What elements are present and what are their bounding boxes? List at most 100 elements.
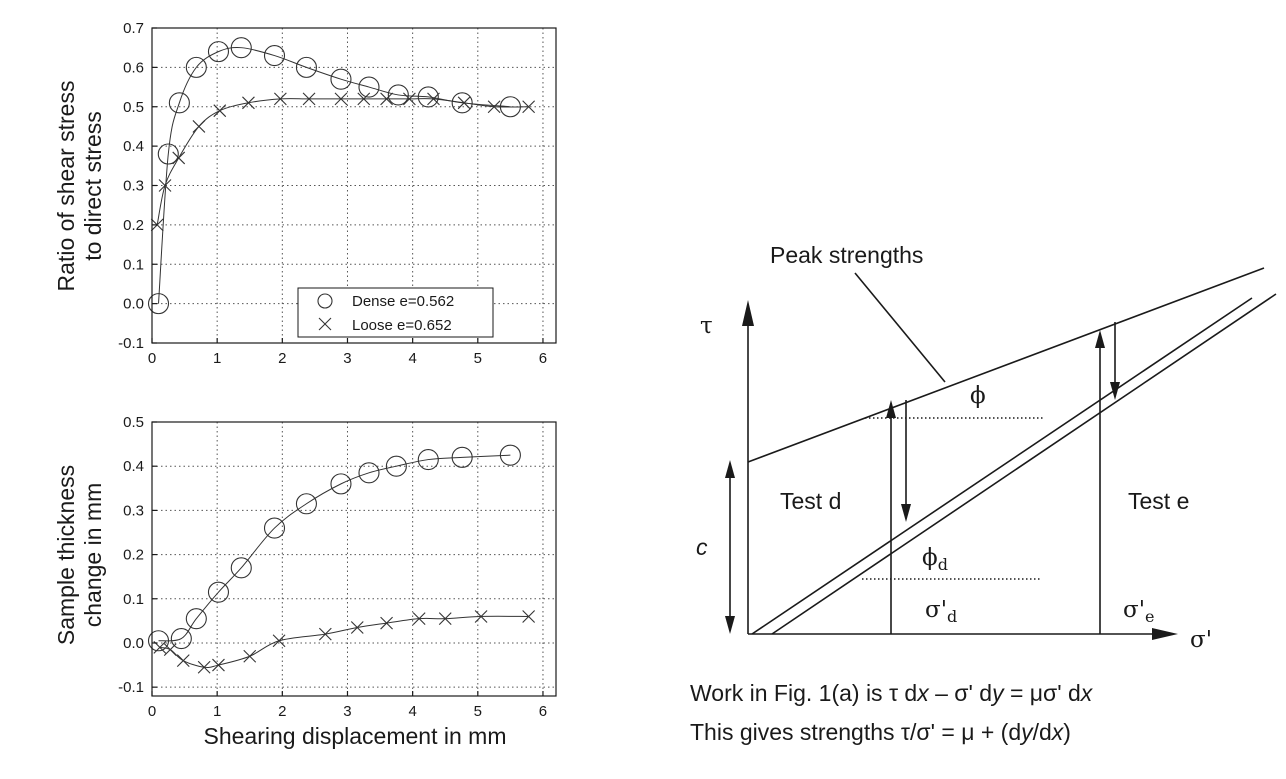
legend: Dense e=0.562 Loose e=0.652 xyxy=(297,287,494,338)
x-tick-label: 2 xyxy=(278,703,286,720)
top-curves xyxy=(156,47,529,304)
c-arrow-down xyxy=(725,616,735,634)
bottom-curves xyxy=(158,454,529,668)
dense-data-point xyxy=(185,608,207,630)
sigma-axis-label: σ' xyxy=(1190,627,1212,653)
caption-line-2: This gives strengths τ/σ' = μ + (dy/dx) xyxy=(690,719,1071,745)
x-tick-label: 5 xyxy=(474,703,482,720)
top-markers xyxy=(147,37,536,315)
loose-data-point xyxy=(427,92,440,106)
test-d-label: Test d xyxy=(780,488,841,514)
y-tick-label: 0.1 xyxy=(123,591,144,608)
y-tick-label: 0.7 xyxy=(123,20,144,37)
legend-x-marker xyxy=(318,317,332,331)
x-tick-label: 2 xyxy=(278,350,286,367)
loose-data-point xyxy=(474,610,488,623)
dense-data-point xyxy=(387,84,409,106)
dense-data-point xyxy=(157,143,179,165)
loose-data-point xyxy=(197,660,211,674)
dense-data-point xyxy=(295,56,317,78)
y-tick-label: 0.2 xyxy=(123,217,144,234)
dense-data-point xyxy=(330,68,352,90)
loose-data-point xyxy=(522,100,536,114)
x-tick-label: 3 xyxy=(343,703,351,720)
dense-data-point xyxy=(263,517,286,539)
top-ticks: 0 1 2 3 4 5 6 -0.1 0.0 0.1 0.2 0.3 0.4 0.5 0.6 0.7 xyxy=(118,20,547,367)
loose-data-point xyxy=(402,92,416,106)
x-tick-label: 4 xyxy=(408,350,416,367)
caption-line-1: Work in Fig. 1(a) is τ dx – σ' dy = μσ' … xyxy=(690,680,1094,706)
y-tick-label: 0.5 xyxy=(123,414,144,431)
bottom-chart: 0 1 2 3 4 5 6 -0.1 0.0 0.1 0.2 0.3 0.4 0.5 Sample thi… xyxy=(53,414,557,749)
loose-data-point xyxy=(212,658,225,672)
bottom-x-axis-label: Shearing displacement in mm xyxy=(204,723,507,749)
bottom-y-axis-label-line-2: change in mm xyxy=(80,483,106,627)
dense-data-point xyxy=(230,557,252,579)
loose-data-point xyxy=(213,104,227,118)
critical-state-line-2 xyxy=(771,293,1277,635)
dense-fit-curve xyxy=(158,454,511,642)
y-tick-label: 0.2 xyxy=(123,547,144,564)
strength-diagram: Peak strengths τ σ' c ϕ ϕd Test d Test e… xyxy=(696,242,1277,653)
loose-data-point xyxy=(522,610,536,623)
loose-data-point xyxy=(158,179,172,192)
dense-data-point xyxy=(147,630,170,652)
sigma-axis-arrowhead xyxy=(1152,628,1178,640)
dense-data-point xyxy=(358,462,380,484)
phi-label: ϕ xyxy=(970,383,986,409)
dense-data-point xyxy=(185,56,207,78)
loose-data-point xyxy=(150,218,164,232)
y-tick-label: 0.4 xyxy=(123,138,144,155)
peak-strengths-pointer xyxy=(854,272,946,383)
x-tick-label: 5 xyxy=(474,350,482,367)
bottom-plot-frame xyxy=(151,421,557,697)
bottom-markers xyxy=(147,444,536,674)
peak-strength-envelope xyxy=(747,267,1265,463)
x-tick-label: 1 xyxy=(213,703,221,720)
x-tick-label: 6 xyxy=(539,350,547,367)
loose-data-point xyxy=(412,612,426,626)
dense-data-point xyxy=(295,493,317,515)
tau-axis-label: τ xyxy=(700,313,713,339)
y-tick-label: 0.0 xyxy=(123,635,144,652)
dense-data-point xyxy=(147,293,170,315)
loose-data-point xyxy=(357,92,371,106)
top-y-axis-label-line-2: to direct stress xyxy=(80,111,106,261)
loose-fit-curve xyxy=(156,98,529,225)
loose-data-point xyxy=(334,92,348,106)
c-label: c xyxy=(696,534,708,560)
loose-data-point xyxy=(350,621,364,634)
loose-data-point xyxy=(172,151,186,165)
dense-data-point xyxy=(207,41,230,63)
loose-data-point xyxy=(163,643,177,656)
test-e-down-arrowhead xyxy=(1110,382,1120,400)
y-tick-label: 0.0 xyxy=(123,296,144,313)
test-d-up-arrowhead xyxy=(886,400,896,418)
y-tick-label: 0.1 xyxy=(123,256,144,273)
loose-data-point xyxy=(242,96,255,110)
dense-data-point xyxy=(451,446,473,468)
loose-data-point xyxy=(457,96,471,110)
loose-data-point xyxy=(272,634,286,648)
x-tick-label: 3 xyxy=(343,350,351,367)
dense-fit-curve xyxy=(158,47,511,304)
y-tick-label: 0.4 xyxy=(123,458,144,475)
y-tick-label: 0.6 xyxy=(123,59,144,76)
test-d-down-arrowhead xyxy=(901,504,911,522)
loose-data-point xyxy=(302,92,316,106)
loose-data-point xyxy=(380,616,393,630)
dense-data-point xyxy=(451,92,473,114)
legend-label-loose: Loose e=0.652 xyxy=(352,317,452,334)
bottom-y-axis-label-line-1: Sample thickness xyxy=(53,465,79,645)
critical-state-line-1 xyxy=(751,297,1253,635)
tau-axis-arrowhead xyxy=(742,300,754,326)
x-tick-label: 0 xyxy=(148,703,156,720)
x-tick-label: 4 xyxy=(408,703,416,720)
loose-data-point xyxy=(487,100,501,114)
loose-fit-curve xyxy=(159,615,529,668)
legend-circle-marker xyxy=(317,293,333,309)
c-arrow-up xyxy=(725,460,735,478)
loose-data-point xyxy=(380,92,393,106)
